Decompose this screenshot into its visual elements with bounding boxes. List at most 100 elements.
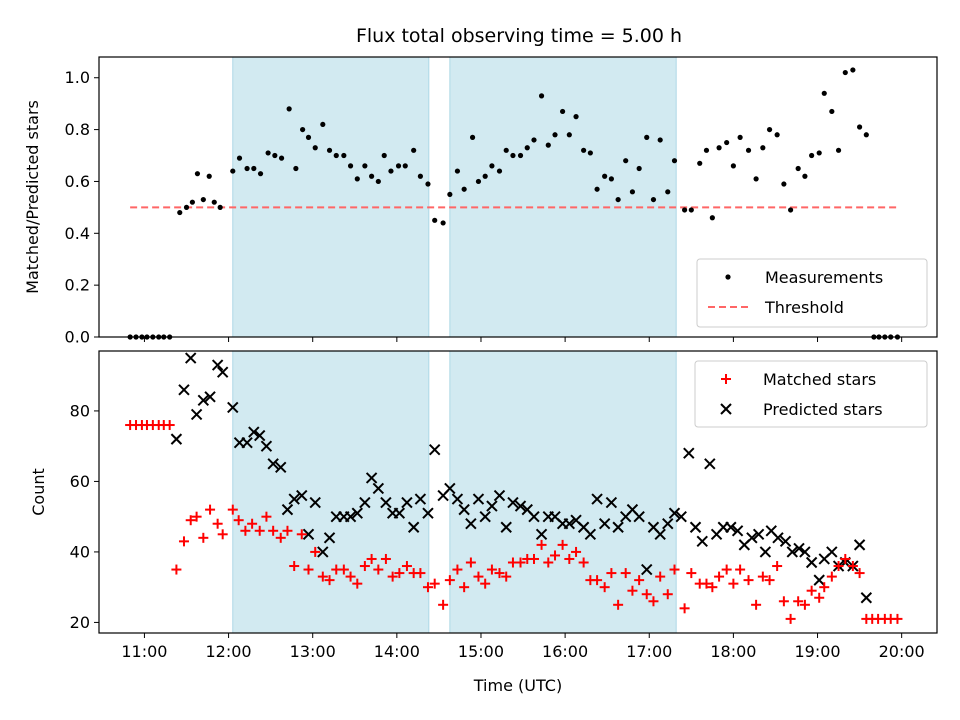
measurement-point bbox=[333, 152, 339, 159]
matched-star-point bbox=[592, 575, 603, 586]
cross-stroke-b bbox=[309, 496, 321, 509]
measurement-point bbox=[510, 152, 516, 159]
x-tick-label: 20:00 bbox=[879, 642, 925, 661]
bottom-panel-x-ticks: 11:00 12:00 13:00 14:00 15:00 16:00 17:00 18:00… bbox=[121, 633, 925, 661]
predicted-star-point bbox=[662, 518, 674, 530]
cross-stroke-b bbox=[253, 429, 266, 442]
measurement-point bbox=[440, 220, 446, 226]
legend-threshold-label: Threshold bbox=[764, 298, 844, 317]
matched-star-point bbox=[338, 564, 349, 575]
measurement-point bbox=[272, 152, 278, 159]
predicted-star-point bbox=[472, 493, 485, 505]
measurement-point bbox=[774, 132, 780, 138]
predicted-star-point bbox=[598, 518, 611, 530]
measurement-point bbox=[850, 67, 856, 73]
cross-stroke-b bbox=[451, 493, 464, 505]
predicted-star-point bbox=[479, 510, 491, 523]
cross-stroke-b bbox=[731, 525, 744, 537]
top-panel-x-ticks bbox=[143, 337, 903, 342]
predicted-star-point bbox=[465, 518, 477, 530]
predicted-star-point bbox=[302, 528, 315, 541]
cross-stroke-b bbox=[197, 394, 210, 407]
predicted-star-point bbox=[401, 496, 413, 509]
measurement-point bbox=[842, 69, 848, 76]
bottom-panel-legend: Matched stars Predicted stars bbox=[694, 360, 928, 428]
measurement-point bbox=[821, 90, 827, 96]
matched-star-point bbox=[473, 571, 484, 582]
cross-stroke-b bbox=[407, 521, 420, 533]
predicted-star-point bbox=[860, 592, 873, 604]
matched-star-point bbox=[721, 564, 732, 575]
matched-star-point bbox=[480, 578, 491, 589]
matched-star-point bbox=[728, 578, 739, 589]
highlight-span bbox=[232, 56, 430, 338]
x-tick-label: 11:00 bbox=[121, 642, 167, 661]
predicted-star-point bbox=[507, 496, 519, 509]
measurement-point bbox=[381, 152, 387, 159]
matched-star-point bbox=[217, 529, 228, 540]
matched-star-point bbox=[387, 571, 398, 582]
measurement-point bbox=[716, 145, 722, 151]
predicted-star-point bbox=[805, 556, 818, 569]
matched-star-point bbox=[438, 599, 449, 610]
measurement-point bbox=[835, 147, 842, 153]
cross-stroke-b bbox=[683, 447, 695, 459]
matched-star-point bbox=[465, 557, 476, 568]
matched-star-point bbox=[701, 578, 712, 589]
predicted-star-point bbox=[696, 535, 708, 548]
matched-star-point bbox=[764, 575, 775, 586]
predicted-star-point bbox=[746, 532, 758, 544]
top-panel-frame bbox=[98, 56, 938, 338]
measurement-point bbox=[475, 178, 482, 185]
measurement-point bbox=[177, 209, 183, 216]
cross-stroke-b bbox=[458, 503, 470, 516]
matched-star-point bbox=[648, 596, 659, 607]
predicted-star-point bbox=[675, 510, 687, 523]
cross-stroke-b bbox=[584, 528, 597, 541]
predicted-star-point bbox=[654, 528, 666, 541]
measurement-point bbox=[432, 217, 438, 223]
matched-star-point bbox=[310, 546, 321, 557]
matched-star-point bbox=[501, 571, 512, 582]
cross-stroke-b bbox=[365, 472, 378, 484]
matched-star-point bbox=[599, 582, 610, 593]
measurement-point bbox=[781, 181, 787, 187]
cross-stroke-b bbox=[267, 458, 279, 470]
cross-stroke-b bbox=[696, 535, 708, 548]
predicted-star-point bbox=[428, 443, 441, 456]
predicted-star-point bbox=[309, 496, 321, 509]
matched-stars-series bbox=[125, 420, 903, 624]
y-tick-label: 0.2 bbox=[65, 276, 90, 295]
predicted-star-point bbox=[612, 521, 624, 533]
cross-stroke-b bbox=[752, 528, 765, 541]
measurement-point bbox=[524, 145, 530, 151]
predicted-star-point bbox=[500, 521, 512, 533]
predicted-star-point bbox=[826, 546, 838, 558]
cross-stroke-b bbox=[626, 503, 639, 516]
matched-star-point bbox=[352, 578, 363, 589]
cross-stroke-b bbox=[185, 352, 197, 364]
measurement-point bbox=[587, 150, 593, 156]
cross-stroke-b bbox=[479, 510, 491, 523]
cross-stroke-b bbox=[472, 493, 485, 505]
y-tick-label: 0.0 bbox=[65, 328, 90, 347]
matched-star-point bbox=[751, 599, 762, 610]
predicted-star-point bbox=[704, 458, 716, 470]
cross-stroke-b bbox=[598, 518, 611, 530]
cross-stroke-b bbox=[380, 496, 392, 509]
measurement-point bbox=[454, 168, 461, 174]
measurement-point bbox=[697, 160, 703, 166]
top-panel-highlights bbox=[232, 56, 677, 338]
measurement-point bbox=[552, 132, 558, 138]
matched-star-point bbox=[627, 585, 638, 596]
measurement-point bbox=[671, 158, 678, 164]
measurement-point bbox=[211, 199, 217, 205]
matched-star-point bbox=[317, 571, 328, 582]
cross-stroke-b bbox=[323, 532, 336, 544]
measurement-point bbox=[206, 173, 212, 179]
cross-stroke-b bbox=[507, 496, 519, 509]
matched-star-point bbox=[366, 553, 377, 564]
matched-star-point bbox=[655, 571, 666, 582]
measurement-point bbox=[829, 108, 835, 115]
matched-star-point bbox=[296, 529, 307, 540]
